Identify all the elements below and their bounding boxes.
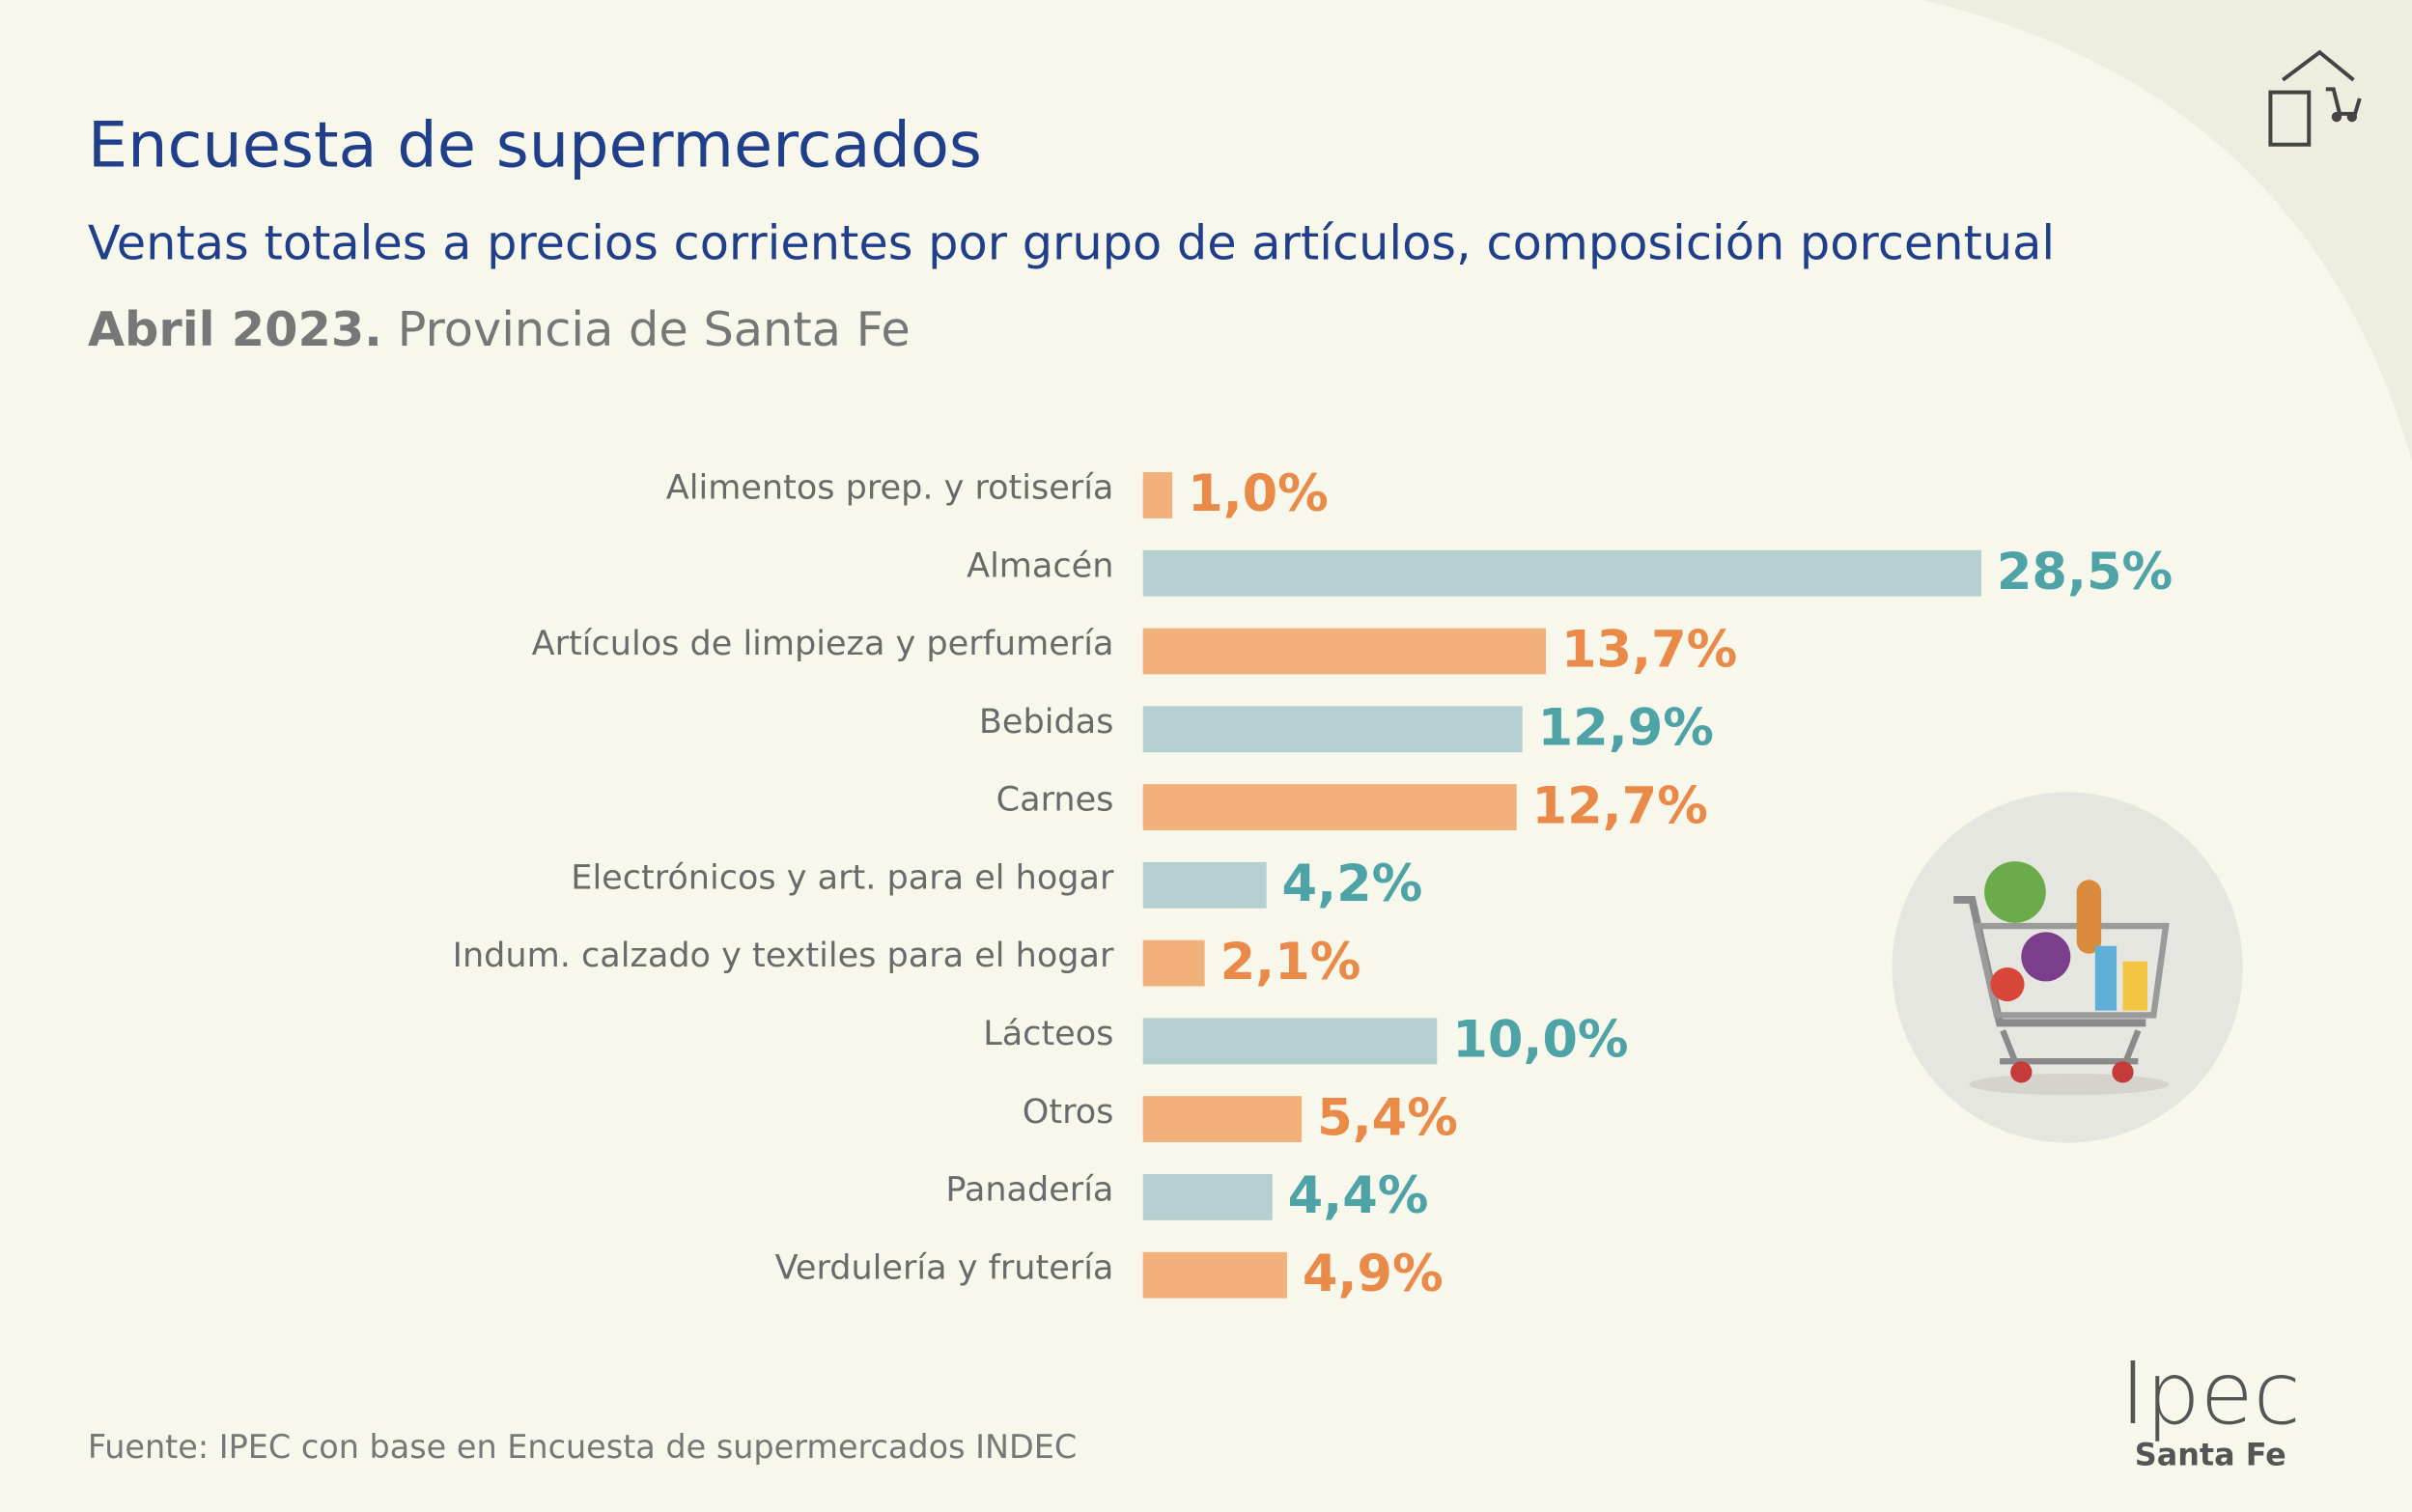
category-label: Alimentos prep. y rotisería [666, 468, 1114, 508]
chart-title: Encuesta de supermercados [88, 109, 982, 182]
chart-subtitle: Ventas totales a precios corrientes por … [88, 214, 2055, 270]
value-label: 5,4% [1317, 1088, 1458, 1147]
corner-shape [1922, 0, 2412, 462]
value-label: 4,9% [1303, 1245, 1444, 1303]
value-label: 1,0% [1188, 464, 1329, 523]
value-label: 28,5% [1997, 543, 2173, 602]
value-label: 2,1% [1220, 933, 1361, 992]
bar [1142, 1173, 1273, 1220]
category-label: Panadería [945, 1170, 1113, 1210]
house-icon [2268, 49, 2362, 147]
date: Abril 2023. [88, 301, 382, 357]
bar [1142, 706, 1523, 753]
category-label: Artículos de limpieza y perfumería [532, 624, 1114, 663]
category-label: Electrónicos y art. para el hogar [571, 857, 1114, 897]
bar [1142, 628, 1547, 675]
bar [1142, 1018, 1438, 1065]
value-label: 4,4% [1288, 1166, 1429, 1225]
value-label: 13,7% [1561, 621, 1737, 680]
bar [1142, 861, 1267, 909]
bar [1142, 1251, 1287, 1299]
category-label: Bebidas [979, 702, 1114, 742]
bar [1142, 784, 1517, 830]
region: Provincia de Santa Fe [398, 301, 911, 357]
bar [1142, 939, 1205, 987]
value-label: 12,7% [1532, 776, 1708, 835]
category-label: Verdulería y frutería [775, 1247, 1114, 1287]
category-label: Almacén [967, 546, 1113, 585]
category-label: Indum. calzado y textiles para el hogar [453, 936, 1114, 975]
category-label: Lácteos [983, 1014, 1113, 1053]
value-label: 4,2% [1282, 854, 1423, 913]
value-label: 10,0% [1452, 1011, 1628, 1070]
logo-region: Santa Fe [2135, 1437, 2286, 1473]
logo-name: Ipec [2120, 1344, 2301, 1444]
value-label: 12,9% [1538, 699, 1714, 758]
date-line: Abril 2023. Provincia de Santa Fe [88, 301, 911, 357]
category-label: Carnes [996, 780, 1114, 820]
cart-illustration [1892, 792, 2243, 1143]
source-note: Fuente: IPEC con base en Encuesta de sup… [88, 1428, 1077, 1466]
bar [1142, 472, 1173, 518]
category-label: Otros [1023, 1092, 1114, 1132]
bar [1142, 549, 1981, 597]
bar [1142, 1096, 1303, 1143]
